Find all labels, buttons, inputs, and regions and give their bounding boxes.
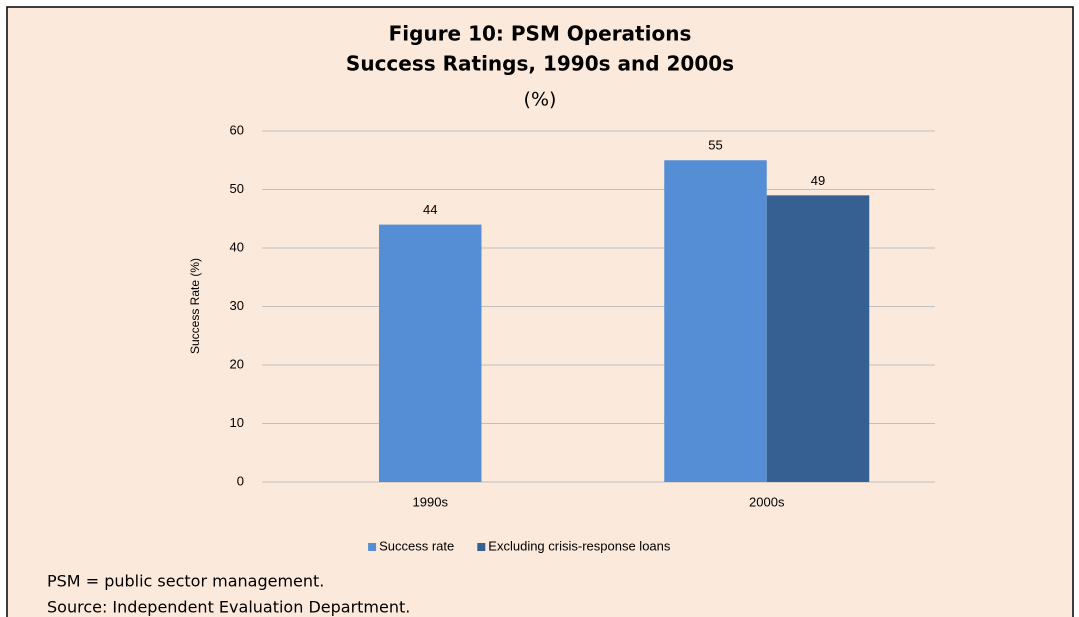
legend-swatch — [368, 543, 377, 551]
legend-label: Success rate — [379, 538, 454, 553]
chart-subtitle: Success Ratings, 1990s and 2000s — [346, 52, 734, 76]
x-tick-label: 2000s — [749, 494, 785, 509]
chart-title: Figure 10: PSM Operations — [389, 22, 692, 46]
legend-label: Excluding crisis-response loans — [488, 538, 671, 553]
legend-swatch — [477, 543, 486, 551]
x-tick-label: 1990s — [413, 494, 449, 509]
data-label: 49 — [811, 173, 825, 188]
bar — [766, 195, 870, 482]
y-tick-label: 50 — [230, 181, 244, 196]
y-tick-label: 30 — [230, 298, 244, 313]
bar — [379, 224, 482, 482]
y-tick-label: 10 — [230, 415, 244, 430]
y-tick-label: 60 — [230, 122, 244, 137]
note: PSM = public sector management. — [47, 572, 324, 591]
y-axis-label: Success Rate (%) — [188, 258, 202, 354]
bar — [664, 160, 767, 482]
data-label: 55 — [708, 138, 722, 153]
data-label: 44 — [423, 202, 437, 217]
y-tick-label: 20 — [230, 356, 244, 371]
note: Source: Independent Evaluation Departmen… — [47, 598, 410, 617]
unit-label: (%) — [524, 89, 557, 111]
panel — [6, 6, 1074, 617]
y-tick-label: 0 — [237, 473, 244, 488]
y-tick-label: 40 — [230, 239, 244, 254]
